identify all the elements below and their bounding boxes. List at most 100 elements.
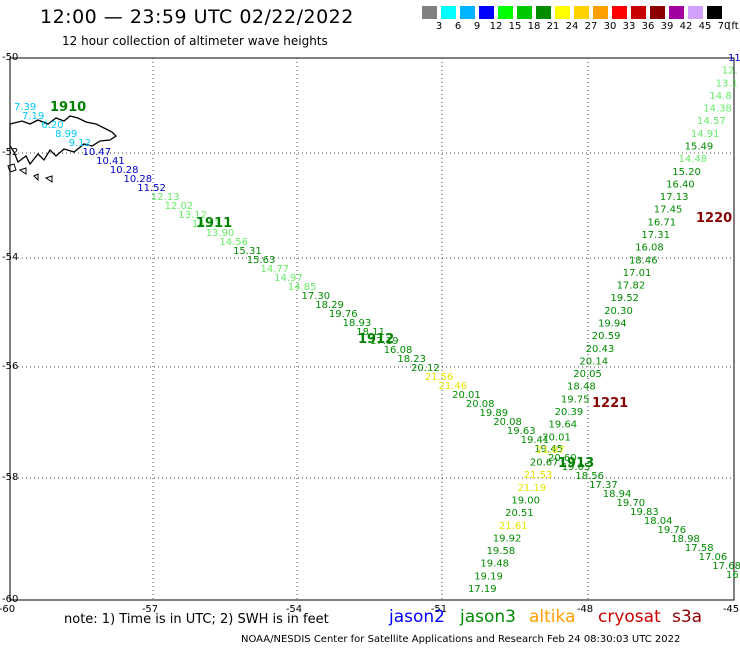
track-a-value: 18.11 <box>356 327 385 338</box>
track-a-value: 20.08 <box>493 417 522 428</box>
track-b-value: 17.01 <box>623 268 652 279</box>
track-b-value: 16.71 <box>648 217 677 228</box>
track-b-value: 16.40 <box>666 179 695 190</box>
track-a-value: 19.05 <box>562 462 591 473</box>
pass-id-label: 1910 <box>50 100 86 115</box>
track-a-value: 16 <box>726 570 739 581</box>
track-a-value: 13.90 <box>206 228 235 239</box>
colorbar-swatch <box>688 6 703 19</box>
y-tick-label: -58 <box>2 472 18 483</box>
colorbar-label: 9 <box>473 21 481 32</box>
island-shape <box>33 173 39 182</box>
page-subtitle: 12 hour collection of altimeter wave hei… <box>62 34 328 48</box>
track-a-value: 14.85 <box>288 282 317 293</box>
satellite-legend-item: jason2 <box>389 607 445 627</box>
track-a-value: 19.70 <box>616 498 645 509</box>
track-a-value: 18.29 <box>315 300 344 311</box>
track-b-value: 13.1 <box>716 78 738 89</box>
track-a-value: 10.28 <box>124 174 153 185</box>
colorbar-swatch <box>669 6 684 19</box>
track-a-value: 21.56 <box>425 372 454 383</box>
track-a-value: 17.68 <box>712 561 740 572</box>
colorbar-label: 18 <box>527 21 541 32</box>
track-a-values: 7.397.196.208.999.1210.4710.4110.2810.28… <box>14 102 740 581</box>
y-tick-label: -54 <box>2 252 18 263</box>
track-a-value: 17.19 <box>370 336 399 347</box>
track-b-value: 19.75 <box>561 394 590 405</box>
colorbar-swatch <box>441 6 456 19</box>
page-title: 12:00 — 23:59 UTC 02/22/2022 <box>40 6 354 28</box>
colorbar-swatch <box>593 6 608 19</box>
colorbar-label: 15 <box>508 21 522 32</box>
track-b-value: 20.01 <box>542 432 571 443</box>
track-b-value: 15.49 <box>685 142 714 153</box>
track-b-value: 20.39 <box>555 407 584 418</box>
track-a-value: 12.02 <box>165 201 194 212</box>
track-b-value: 20.05 <box>573 369 602 380</box>
track-b-value: 14.91 <box>691 129 720 140</box>
colorbar-swatch <box>631 6 646 19</box>
falkland-islands-land <box>7 115 118 183</box>
colorbar-label: 39 <box>660 21 674 32</box>
track-b-value: 17.82 <box>617 281 646 292</box>
track-a-value: 9.12 <box>69 138 91 149</box>
track-b-value: 14.38 <box>703 104 732 115</box>
track-b-value: 17.13 <box>660 192 689 203</box>
track-a-value: 20.12 <box>411 363 440 374</box>
track-a-value: 18.04 <box>644 516 673 527</box>
satellite-legend-item: cryosat <box>598 607 661 627</box>
colorbar-unit: (ft) <box>727 21 740 32</box>
track-b-value: 17.45 <box>654 205 683 216</box>
track-a-value: 17.37 <box>589 480 618 491</box>
track-b-value: 12. <box>722 66 738 77</box>
track-a-value: 18.98 <box>671 534 700 545</box>
satellite-legend-item: jason3 <box>460 607 516 627</box>
satellite-legend-item: altika <box>529 607 576 627</box>
track-a-value: 15.63 <box>247 255 276 266</box>
colorbar-label: 6 <box>454 21 462 32</box>
colorbar-swatch <box>574 6 589 19</box>
track-b-value: 14.48 <box>678 154 707 165</box>
track-a-value: 20.60 <box>548 453 577 464</box>
colorbar-label: 3 <box>435 21 443 32</box>
track-a-value: 19.83 <box>630 507 659 518</box>
track-a-value: 17.30 <box>302 291 331 302</box>
track-a-value: 19.76 <box>658 525 687 536</box>
colorbar-swatch <box>707 6 722 19</box>
track-a-value: 21.46 <box>438 381 467 392</box>
track-b-value: 11 <box>728 53 740 64</box>
track-b-value: 20.51 <box>505 508 534 519</box>
pass-id-label: 1912 <box>358 332 394 347</box>
track-a-value: 8.99 <box>55 129 77 140</box>
pass-labels: 1910 1911 1912 1913 1220 1221 <box>50 100 732 471</box>
track-a-value: 15.31 <box>233 246 262 257</box>
track-a-value: 17.06 <box>699 552 728 563</box>
track-a-value: 7.39 <box>14 102 36 113</box>
footer-note: note: 1) Time is in UTC; 2) SWH is in fe… <box>64 612 329 627</box>
track-b-value: 17.19 <box>468 584 497 595</box>
x-tick-label: -54 <box>286 604 302 615</box>
colorbar-swatch <box>555 6 570 19</box>
track-b-value: 21.87 <box>536 445 565 456</box>
track-b-value: 18.46 <box>629 255 658 266</box>
track-a-value: 19.41 <box>521 435 550 446</box>
island-shape <box>18 167 27 175</box>
track-b-value: 20.14 <box>579 356 608 367</box>
track-a-value: 6.20 <box>41 120 63 131</box>
track-a-value: 14.13 <box>192 219 221 230</box>
track-a-value: 20.01 <box>452 390 481 401</box>
island-shape <box>7 163 17 173</box>
track-a-value: 13.12 <box>178 210 207 221</box>
track-a-value: 14.97 <box>274 273 303 284</box>
colorbar-label: 24 <box>565 21 579 32</box>
track-b-value: 19.92 <box>493 533 522 544</box>
track-a-value: 10.28 <box>110 165 139 176</box>
colorbar-label: 45 <box>698 21 712 32</box>
track-b-value: 19.94 <box>598 319 627 330</box>
map-grid <box>9 57 735 601</box>
track-a-value: 12.13 <box>151 192 180 203</box>
pass-id-label: 1220 <box>696 211 732 226</box>
track-b-value: 19.52 <box>610 293 639 304</box>
colorbar-swatch <box>517 6 532 19</box>
